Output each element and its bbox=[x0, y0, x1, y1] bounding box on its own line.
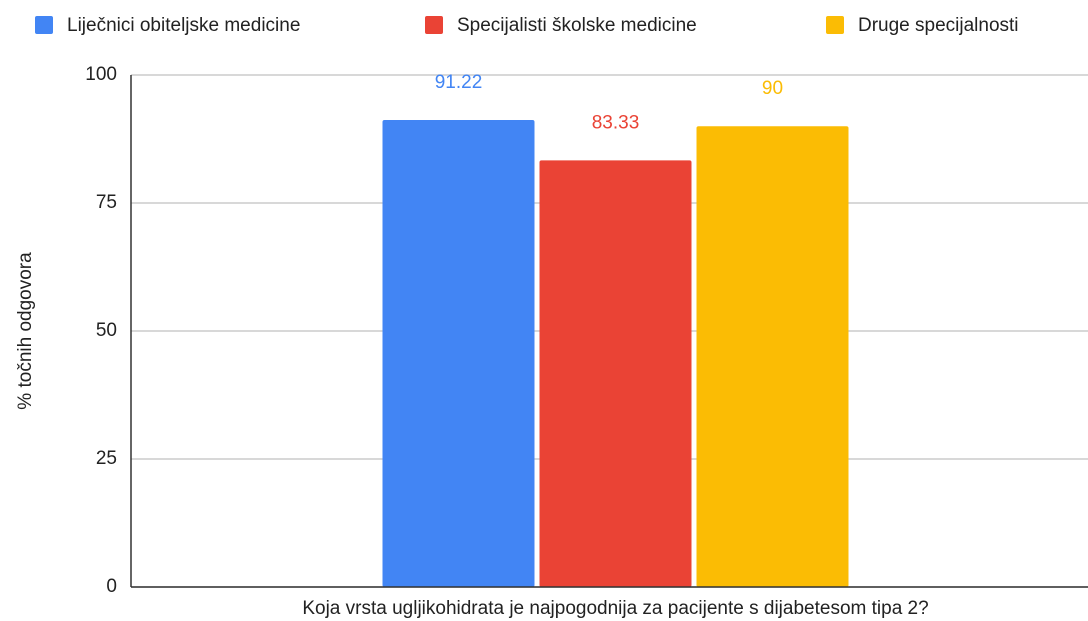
y-tick-label: 50 bbox=[96, 320, 117, 341]
bar bbox=[696, 126, 849, 587]
y-tick-label: 100 bbox=[85, 64, 117, 85]
legend-label: Liječnici obiteljske medicine bbox=[67, 15, 300, 36]
legend-swatch bbox=[35, 16, 53, 34]
value-label: 91.22 bbox=[435, 72, 483, 93]
y-tick-label: 0 bbox=[106, 576, 117, 597]
y-axis-title: % točnih odgovora bbox=[15, 252, 36, 410]
legend-label: Specijalisti školske medicine bbox=[457, 15, 697, 36]
bar bbox=[382, 119, 535, 587]
y-tick-label: 75 bbox=[96, 192, 117, 213]
legend-swatch bbox=[826, 16, 844, 34]
legend-label: Druge specijalnosti bbox=[858, 15, 1019, 36]
legend-swatch bbox=[425, 16, 443, 34]
x-tick-label: Koja vrsta ugljikohidrata je najpogodnij… bbox=[302, 598, 928, 619]
bar bbox=[539, 160, 692, 587]
y-tick-label: 25 bbox=[96, 448, 117, 469]
value-label: 90 bbox=[762, 78, 783, 99]
value-label: 83.33 bbox=[592, 112, 640, 133]
